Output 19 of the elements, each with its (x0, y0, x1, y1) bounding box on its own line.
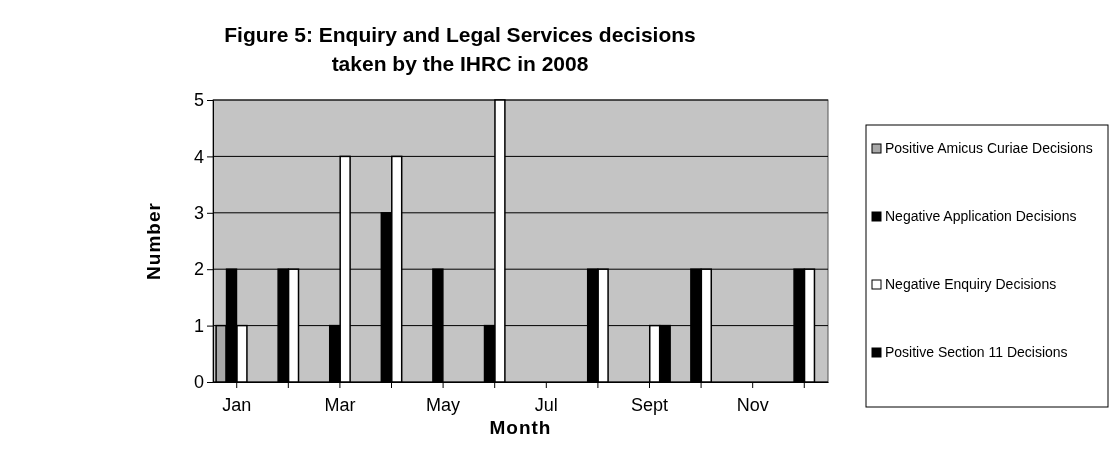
legend-label: Positive Amicus Curiae Decisions (885, 140, 1093, 156)
y-axis-title: Number (143, 202, 164, 280)
y-tick-label: 3 (193, 203, 204, 224)
x-tick-label: Jul (534, 394, 558, 415)
x-tick-label: Nov (736, 394, 769, 415)
y-tick-label: 5 (193, 90, 204, 111)
x-tick-label: Sept (630, 394, 668, 415)
y-tick-label: 4 (193, 146, 204, 167)
x-tick-label: Jan (222, 394, 252, 415)
y-tick-label: 1 (193, 315, 204, 336)
legend-label: Positive Section 11 Decisions (885, 344, 1068, 360)
legend-label: Negative Application Decisions (885, 208, 1077, 224)
x-axis-title: Month (489, 417, 552, 438)
x-tick-label: May (426, 394, 461, 415)
legend-label: Negative Enquiry Decisions (885, 276, 1057, 292)
x-tick-label: Mar (324, 394, 356, 415)
y-tick-label: 0 (193, 372, 204, 393)
y-tick-label: 2 (193, 259, 204, 280)
chart-title: Figure 5: Enquiry and Legal Services decisions taken by the IHRC in 2008 (224, 23, 696, 75)
